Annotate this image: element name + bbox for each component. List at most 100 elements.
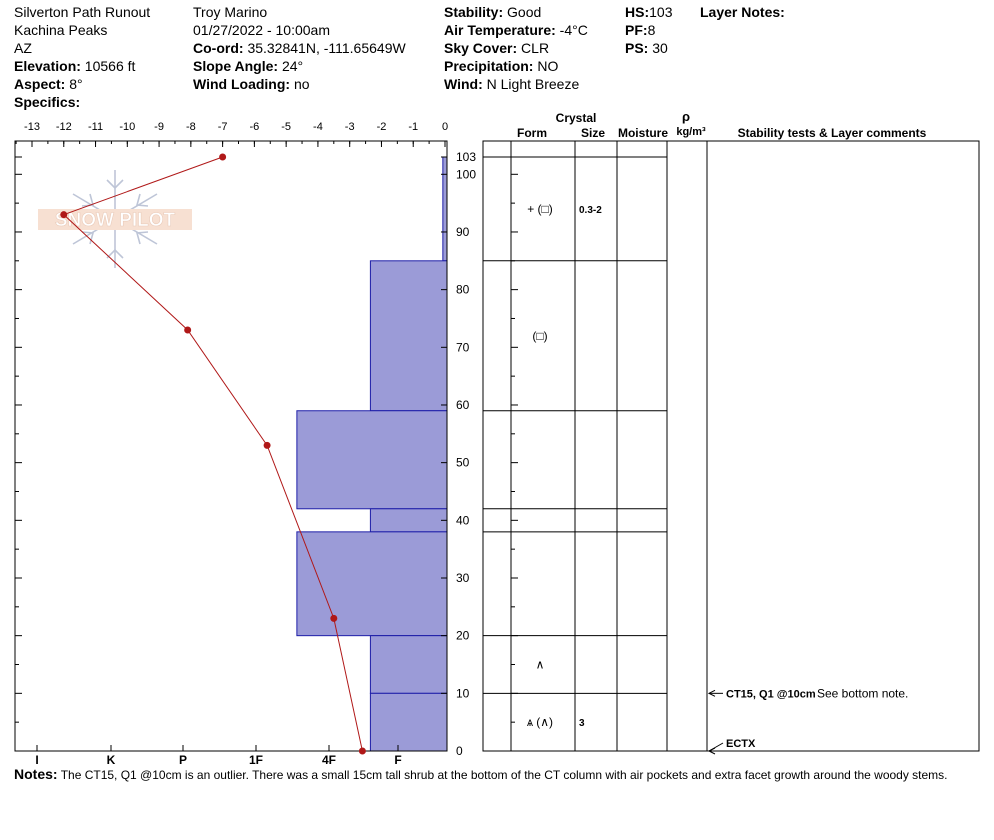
elevation: Elevation: 10566 ft (14, 58, 136, 74)
stability-arrow-1 (707, 747, 716, 755)
sky-cover: Sky Cover: CLR (444, 40, 550, 56)
aspect: Aspect: 8° (14, 76, 83, 92)
hardness-layer-5 (369, 635, 448, 694)
layer-form-1: (□) (532, 329, 547, 343)
height-label-103: 103 (456, 150, 476, 164)
height-label-20: 20 (456, 629, 470, 643)
layer-table: Crystal Form Size Moisture ρ kg/m³ Stability t… (482, 109, 980, 752)
temp-tick-label--8: -8 (186, 121, 196, 133)
header-stability: Stability tests & Layer comments (738, 126, 927, 140)
watermark-text: SNOW PILOT (55, 210, 176, 231)
ps: PS: 30 (625, 40, 668, 56)
layer-notes: Layer Notes: (700, 4, 785, 20)
hardness-layer-4 (296, 531, 448, 637)
temp-tick-label--11: -11 (88, 121, 103, 133)
height-label-30: 30 (456, 571, 470, 585)
notes: Notes: The CT15, Q1 @10cm is an outlier.… (14, 766, 948, 782)
layer-size-0: 0.3-2 (579, 205, 602, 216)
temperature-point-5 (358, 747, 366, 755)
hardness-label-I: I (35, 753, 38, 767)
hardness-layer-6 (369, 692, 448, 752)
temp-tick-label--12: -12 (56, 121, 72, 133)
temperature-point-2 (184, 326, 192, 334)
specifics: Specifics: (14, 94, 81, 110)
temp-tick-label--10: -10 (119, 121, 135, 133)
temp-tick-label--3: -3 (345, 121, 355, 133)
temp-tick-label--2: -2 (377, 121, 387, 133)
precipitation: Precipitation: NO (444, 58, 559, 74)
hardness-label-1F: 1F (249, 753, 263, 767)
temperature-line (62, 156, 363, 752)
hardness-label-P: P (179, 753, 187, 767)
coordinates: Co-ord: 35.32841N, -111.65649W (193, 40, 406, 56)
height-label-80: 80 (456, 283, 470, 297)
height-label-50: 50 (456, 456, 470, 470)
height-label-100: 100 (456, 167, 476, 181)
layer-form-5: ∧ (536, 657, 545, 671)
temp-tick-label--9: -9 (154, 121, 164, 133)
snow-profile-chart: -13 -12 -11 -10 -9 -8 -7 -6 -5 -4 -3 -2 -1 0 I K P 1F 4F F… (14, 109, 980, 767)
layer-form-6: ѧ (∧) (527, 715, 553, 729)
height-label-60: 60 (456, 398, 470, 412)
height-label-40: 40 (456, 513, 470, 527)
hs: HS:103 (625, 4, 673, 20)
height-label-70: 70 (456, 340, 470, 354)
hardness-label-K: K (107, 753, 116, 767)
temperature-axis: -13 -12 -11 -10 -9 -8 -7 -6 -5 -4 -3 -2 -1 0 (14, 121, 448, 752)
hardness-label-4F: 4F (322, 753, 336, 767)
location-state: AZ (14, 40, 32, 56)
chart-frame (14, 140, 448, 752)
stability-label-1: ECTX (726, 738, 756, 750)
table-frame (482, 140, 980, 752)
layer-form-0: + (□) (527, 202, 553, 216)
temp-tick-label--6: -6 (249, 121, 259, 133)
temp-tick-label--5: -5 (281, 121, 291, 133)
header-crystal: Crystal (556, 111, 597, 125)
hardness-layer-0 (442, 156, 448, 262)
header-rho: ρ (682, 109, 690, 124)
header-moisture: Moisture (618, 126, 668, 140)
wind-loading: Wind Loading: no (193, 76, 310, 92)
temperature-point-1 (60, 211, 68, 219)
stability-tests: CT15, Q1 @10cm See bottom note. ECTX (707, 686, 908, 755)
temp-tick-label--7: -7 (218, 121, 228, 133)
temperature-point-4 (330, 614, 338, 622)
temp-tick-label--13: -13 (24, 121, 40, 133)
datetime: 01/27/2022 - 10:00am (193, 22, 330, 38)
height-label-10: 10 (456, 686, 470, 700)
stability-comment-0: See bottom note. (817, 686, 908, 700)
temperature-point-3 (263, 441, 271, 449)
header-col3: Stability: Good Air Temperature: -4°C Sk… (444, 3, 588, 93)
notes-text: The CT15, Q1 @10cm is an outlier. There … (60, 768, 948, 782)
header-size: Size (581, 126, 605, 140)
hardness-layer-3 (369, 508, 448, 533)
temperature-profile (60, 153, 366, 755)
hardness-axis: I K P 1F 4F F (35, 745, 402, 767)
header-density-unit: kg/m³ (676, 126, 706, 138)
pf: PF:8 (625, 22, 656, 38)
layer-size-6: 3 (579, 718, 585, 729)
stability-label-0: CT15, Q1 @10cm (726, 688, 816, 700)
hardness-layers (296, 156, 448, 752)
header-form: Form (517, 126, 547, 140)
header-col2: Troy Marino 01/27/2022 - 10:00am Co-ord:… (193, 3, 406, 93)
snowpilot-watermark: SNOW PILOT (38, 170, 192, 268)
header-col4: HS:103 PF:8 PS: 30 (625, 3, 672, 57)
temperature-point-0 (219, 153, 227, 161)
stability-arrow-0 (707, 689, 716, 697)
air-temperature: Air Temperature: -4°C (444, 22, 588, 38)
notes-label: Notes: (14, 766, 58, 782)
observer: Troy Marino (193, 4, 268, 20)
temp-tick-label--1: -1 (408, 121, 418, 133)
location-name: Silverton Path Runout (14, 4, 151, 20)
hardness-layer-1 (369, 260, 448, 412)
header-col1: Silverton Path Runout Kachina Peaks AZ E… (14, 3, 150, 111)
height-label-90: 90 (456, 225, 470, 239)
temp-tick-label--4: -4 (313, 121, 323, 133)
temp-tick-label-0: 0 (442, 121, 448, 133)
hardness-label-F: F (394, 753, 401, 767)
stability: Stability: Good (444, 4, 542, 20)
hardness-layer-2 (296, 410, 448, 510)
slope-angle: Slope Angle: 24° (193, 58, 304, 74)
